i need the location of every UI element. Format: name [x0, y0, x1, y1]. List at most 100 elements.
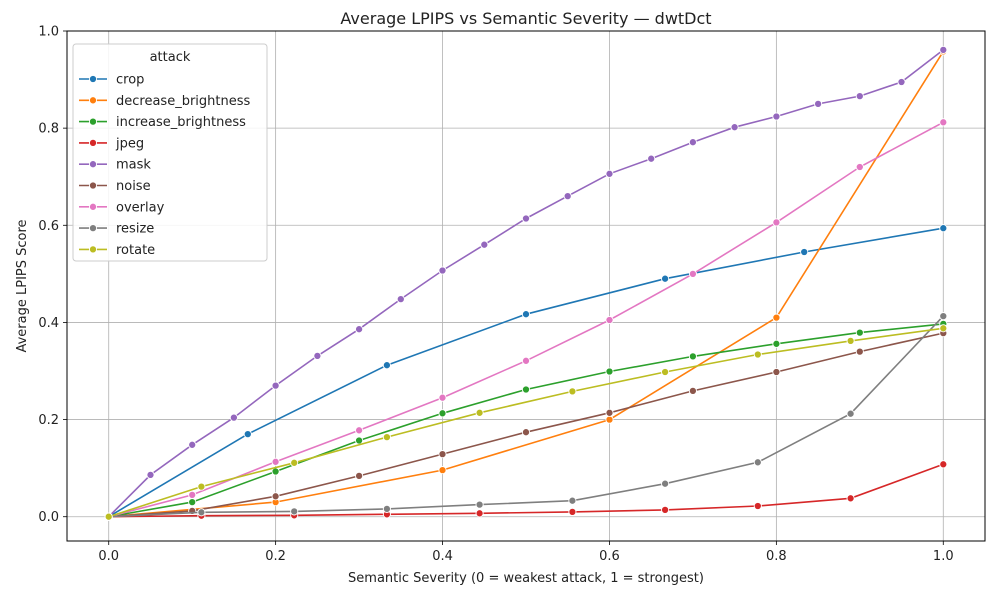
data-point	[475, 408, 484, 417]
data-point	[197, 482, 206, 491]
series-resize	[104, 312, 948, 521]
x-tick-label: 0.2	[265, 549, 286, 564]
legend-swatch-marker	[88, 160, 98, 169]
data-point	[605, 408, 614, 417]
y-tick-label: 0.8	[38, 122, 59, 137]
data-point	[563, 192, 572, 201]
data-point	[475, 500, 484, 509]
data-point	[188, 490, 197, 499]
data-point	[146, 470, 155, 479]
data-point	[939, 224, 948, 233]
data-point	[290, 507, 299, 516]
data-point	[521, 310, 531, 319]
data-point	[772, 313, 781, 322]
y-tick-label: 0.6	[38, 219, 59, 234]
legend-swatch-marker	[88, 224, 98, 233]
legend-swatch-marker	[88, 202, 98, 211]
series-line	[108, 227, 944, 518]
y-tick-label: 0.0	[38, 510, 59, 525]
data-point	[939, 312, 948, 321]
data-point	[438, 466, 447, 475]
data-point	[661, 274, 670, 283]
legend-item-mask: mask	[79, 158, 151, 173]
data-point	[605, 169, 614, 178]
y-axis-title: Average LPIPS Score	[15, 219, 30, 352]
x-tick-label: 0.8	[766, 549, 787, 564]
data-point	[480, 240, 489, 249]
data-point	[521, 214, 531, 223]
data-point	[688, 386, 697, 395]
data-point	[730, 123, 739, 132]
data-point	[661, 479, 670, 488]
plot-frame	[66, 30, 986, 542]
legend-swatch-marker	[88, 117, 98, 126]
data-point	[355, 426, 364, 435]
legend-item-jpeg: jpeg	[79, 136, 144, 151]
legend-item-resize: resize	[79, 222, 154, 237]
legend-swatch-marker	[88, 181, 98, 190]
data-point	[355, 471, 364, 480]
legend-item-overlay: overlay	[79, 200, 165, 215]
x-tick-label: 0.4	[432, 549, 453, 564]
series-line	[108, 50, 944, 518]
data-point	[104, 512, 113, 521]
data-point	[605, 367, 614, 376]
legend-label: noise	[116, 179, 151, 194]
legend-items: crop decrease_brightness increase_brightne…	[79, 73, 250, 258]
data-point	[897, 77, 906, 87]
data-point	[605, 315, 614, 325]
data-point	[846, 494, 855, 503]
data-point	[521, 356, 531, 365]
data-point	[939, 460, 948, 469]
data-point	[800, 247, 809, 257]
legend-item-rotate: rotate	[79, 243, 155, 258]
legend-label: decrease_brightness	[116, 94, 250, 109]
legend-label: overlay	[116, 200, 165, 215]
data-point	[939, 118, 948, 127]
data-point	[855, 347, 864, 356]
data-point	[846, 409, 855, 418]
data-point	[438, 393, 447, 402]
data-point	[772, 112, 781, 121]
data-point	[753, 501, 762, 511]
data-point	[271, 457, 280, 466]
series-mask	[104, 45, 948, 521]
legend-title: attack	[150, 50, 191, 65]
series-line	[108, 327, 944, 518]
legend-swatch-marker	[88, 74, 98, 84]
data-point	[661, 505, 670, 514]
x-tick-label: 0.0	[98, 549, 119, 564]
legend-label: increase_brightness	[116, 115, 246, 130]
series-rotate	[104, 324, 948, 521]
data-point	[661, 367, 670, 377]
data-point	[846, 336, 855, 345]
data-point	[438, 450, 447, 459]
legend-box	[72, 43, 268, 262]
data-point	[271, 381, 280, 390]
legend-label: jpeg	[115, 136, 144, 151]
legend-item-decrease-brightness: decrease_brightness	[79, 94, 250, 109]
data-point	[605, 415, 614, 424]
data-point	[772, 339, 781, 348]
data-point	[568, 507, 577, 516]
legend-swatch-marker	[88, 96, 98, 105]
series-group	[104, 45, 948, 521]
x-tick-label: 1.0	[933, 549, 954, 564]
axis-ticks: 0.0 0.2 0.4 0.6 0.8 1.0 0.0 0.2 0.4 0.6 0.8 1.0	[38, 25, 953, 565]
legend-swatch-marker	[88, 245, 98, 254]
data-point	[188, 440, 197, 449]
legend: attack crop decrease_brightness increase_b…	[72, 43, 268, 262]
data-point	[290, 458, 299, 467]
data-point	[939, 324, 948, 333]
data-point	[188, 498, 197, 507]
y-tick-label: 0.4	[38, 316, 59, 331]
legend-item-noise: noise	[79, 179, 151, 194]
data-point	[772, 367, 781, 377]
data-point	[355, 325, 364, 334]
data-point	[568, 496, 577, 505]
data-point	[475, 509, 484, 518]
legend-label: rotate	[116, 243, 155, 258]
data-point	[688, 138, 697, 147]
data-point	[382, 433, 391, 442]
